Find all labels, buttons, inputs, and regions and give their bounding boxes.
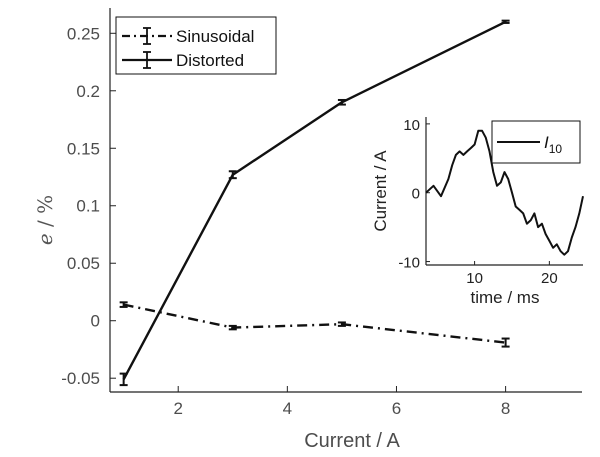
main-series [119,19,510,387]
main-chart: 2 4 6 8 -0.05 0 0.05 0.1 0.15 0.2 0.25 Current / A… [33,8,582,452]
y-axis-label: e / % [33,195,57,245]
inset-series [425,129,584,256]
main-errorbar-1-3 [501,19,510,24]
main-errorbar-1-2 [337,98,346,106]
inset-x-tick-label: 20 [541,270,558,287]
inset-legend-label-sub: 10 [549,142,563,156]
main-errorbar-1-0 [119,372,128,387]
main-tick-labels: 2 4 6 8 -0.05 0 0.05 0.1 0.15 0.2 0.25 [61,24,510,418]
main-errorbar-0-2 [337,321,346,327]
main-axes [109,8,582,393]
main-series-line-1 [122,20,507,380]
inset-y-tick-label: 10 [403,117,420,134]
inset-legend: I10 [491,120,581,164]
inset-y-tick-label: 0 [412,186,420,203]
inset-y-tick-label: -10 [398,255,420,272]
main-x-tick-label: 4 [283,399,292,418]
main-errorbar-1-1 [228,170,237,180]
inset-x-axis-label: time / ms [471,288,540,307]
inset-series-line-0 [425,129,584,256]
legend-label-sinusoidal: Sinusoidal [176,27,254,46]
inset-legend-label-main: I [544,133,549,152]
legend-item-distorted: Distorted [122,51,244,70]
inset-x-tick-label: 10 [466,270,483,287]
main-x-tick-label: 6 [392,399,401,418]
main-legend: Sinusoidal Distorted [115,16,277,75]
main-x-tick-label: 2 [173,399,182,418]
y-axis-label-unit: / % [33,195,57,233]
main-errorbar-0-1 [228,324,237,331]
inset-tick-labels: 10 20 -10 0 10 [398,117,557,287]
main-y-tick-label: 0.1 [76,197,100,216]
inset-y-axis-label: Current / A [371,150,390,232]
main-errorbar-0-3 [501,337,510,348]
main-y-tick-label: 0.05 [67,254,100,273]
legend-label-distorted: Distorted [176,51,244,70]
inset-legend-label: I10 [544,133,562,156]
x-axis-label: Current / A [304,430,400,452]
legend-item-sinusoidal: Sinusoidal [122,27,254,46]
main-y-tick-label: -0.05 [61,369,100,388]
main-series-line-0 [123,303,506,344]
main-x-tick-label: 8 [501,399,510,418]
main-y-tick-label: 0.25 [67,24,100,43]
y-axis-label-variable: e [33,233,57,245]
main-errorbar-0-0 [119,301,128,308]
main-y-tick-label: 0 [91,312,100,331]
main-y-tick-label: 0.2 [76,82,100,101]
main-y-tick-label: 0.15 [67,139,100,158]
inset-axes [425,117,583,266]
legend-box [115,16,277,75]
